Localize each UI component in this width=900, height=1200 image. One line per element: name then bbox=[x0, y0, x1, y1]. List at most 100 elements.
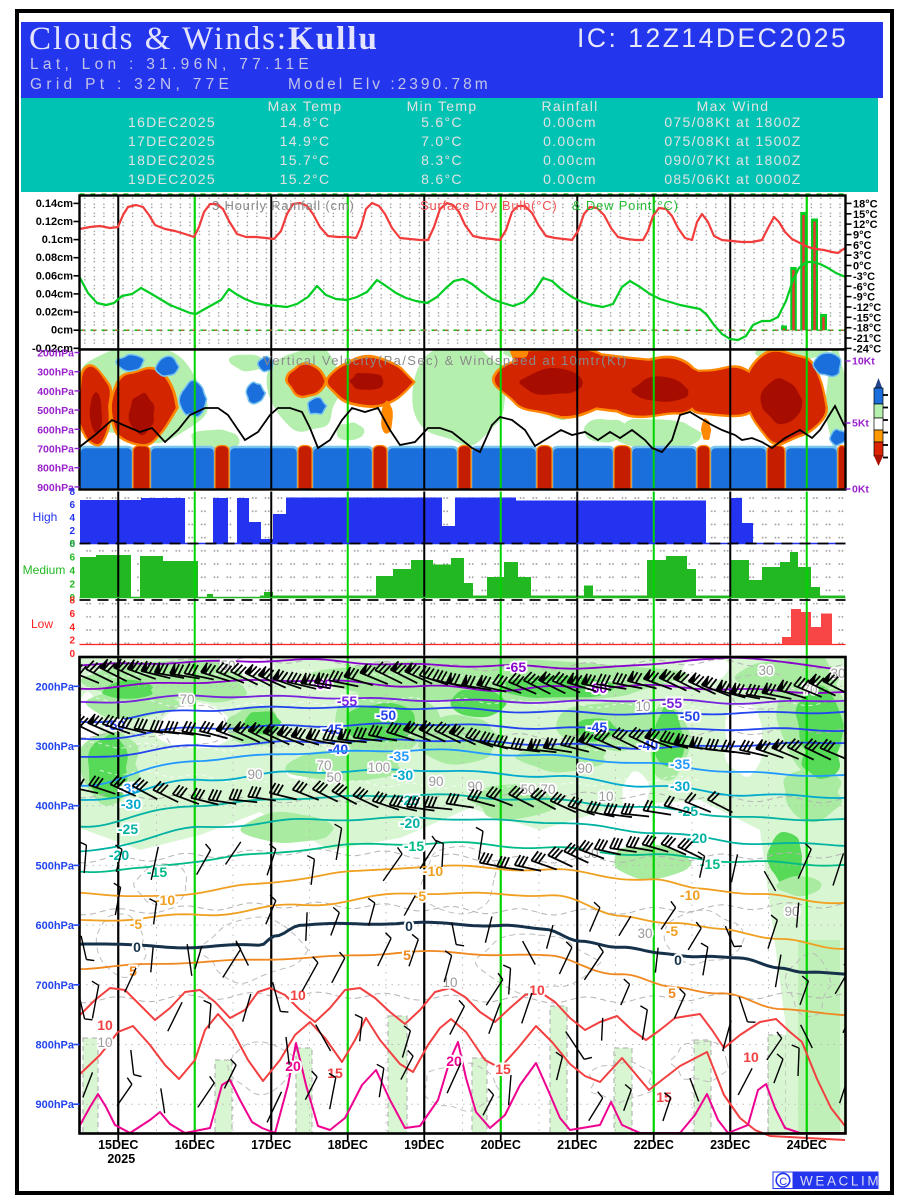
svg-text:90: 90 bbox=[467, 779, 482, 794]
svg-text:0: 0 bbox=[405, 918, 413, 934]
svg-text:0cm: 0cm bbox=[51, 325, 73, 337]
svg-text:0.00cm: 0.00cm bbox=[543, 133, 597, 149]
svg-text:10: 10 bbox=[635, 699, 650, 714]
svg-text:Max Temp: Max Temp bbox=[268, 98, 343, 114]
svg-text:085/06Kt at 0000Z: 085/06Kt at 0000Z bbox=[664, 171, 801, 187]
svg-text:700hPa: 700hPa bbox=[35, 980, 74, 992]
svg-text:-5: -5 bbox=[666, 923, 679, 939]
svg-text:-5: -5 bbox=[130, 916, 143, 932]
svg-text:Grid Pt : 32N, 77E: Grid Pt : 32N, 77E bbox=[30, 76, 233, 93]
svg-text:15.7°C: 15.7°C bbox=[280, 152, 331, 168]
svg-text:20: 20 bbox=[285, 1058, 301, 1074]
svg-text:600hPa: 600hPa bbox=[35, 920, 74, 932]
svg-text:Min Temp: Min Temp bbox=[407, 98, 478, 114]
svg-text:-20: -20 bbox=[400, 815, 420, 831]
svg-text:900hPa: 900hPa bbox=[35, 1099, 74, 1111]
svg-text:0: 0 bbox=[69, 649, 75, 660]
svg-text:Max Wind: Max Wind bbox=[697, 98, 770, 114]
svg-text:16DEC2025: 16DEC2025 bbox=[128, 114, 216, 130]
svg-text:200hPa: 200hPa bbox=[35, 681, 74, 693]
svg-text:500hPa: 500hPa bbox=[37, 405, 74, 417]
svg-text:8.3°C: 8.3°C bbox=[421, 152, 463, 168]
svg-text:0.00cm: 0.00cm bbox=[543, 152, 597, 168]
svg-text:4: 4 bbox=[69, 622, 75, 633]
svg-text:0: 0 bbox=[674, 952, 682, 968]
svg-text:-18°C: -18°C bbox=[853, 323, 881, 335]
svg-text:10Kt: 10Kt bbox=[852, 356, 875, 368]
svg-text:10: 10 bbox=[442, 975, 457, 990]
svg-text:400hPa: 400hPa bbox=[37, 386, 74, 398]
svg-text:-55: -55 bbox=[662, 695, 682, 711]
svg-text:5: 5 bbox=[403, 947, 411, 963]
svg-text:3 Hourly Rainfall (cm): 3 Hourly Rainfall (cm) bbox=[212, 198, 355, 213]
svg-text:6°C: 6°C bbox=[853, 240, 872, 252]
svg-text:300hPa: 300hPa bbox=[37, 367, 74, 379]
svg-text:100: 100 bbox=[368, 760, 391, 775]
svg-text:-15: -15 bbox=[404, 838, 424, 854]
svg-text:WEACLIM: WEACLIM bbox=[800, 1174, 881, 1189]
svg-text:14.8°C: 14.8°C bbox=[280, 114, 331, 130]
svg-text:18DEC: 18DEC bbox=[328, 1138, 368, 1152]
svg-text:8: 8 bbox=[69, 487, 75, 498]
svg-text:0.08cm: 0.08cm bbox=[36, 252, 74, 264]
svg-text:20DEC: 20DEC bbox=[481, 1138, 521, 1152]
svg-text:8: 8 bbox=[69, 596, 75, 607]
svg-text:0: 0 bbox=[133, 939, 141, 955]
svg-text:23DEC: 23DEC bbox=[710, 1138, 750, 1152]
svg-text:-15°C: -15°C bbox=[853, 312, 881, 324]
svg-text:2: 2 bbox=[69, 636, 75, 647]
svg-text:4: 4 bbox=[69, 513, 75, 524]
svg-text:21DEC: 21DEC bbox=[557, 1138, 597, 1152]
svg-text:Vertical Velocity(Pa/Sec) & Wi: Vertical Velocity(Pa/Sec) & Windspeed at… bbox=[263, 353, 628, 368]
svg-text:500hPa: 500hPa bbox=[35, 860, 74, 872]
svg-text:2: 2 bbox=[69, 526, 75, 537]
svg-text:High: High bbox=[33, 510, 58, 524]
svg-text:-25: -25 bbox=[678, 803, 698, 819]
svg-text:5.6°C: 5.6°C bbox=[421, 114, 463, 130]
svg-text:24DEC: 24DEC bbox=[787, 1138, 827, 1152]
svg-text:Clouds & Winds:Kullu: Clouds & Winds:Kullu bbox=[29, 21, 379, 57]
svg-text:075/08Kt at 1800Z: 075/08Kt at 1800Z bbox=[664, 114, 801, 130]
svg-text:Surface Dry Bulb(°C): Surface Dry Bulb(°C) bbox=[420, 198, 558, 213]
svg-text:5: 5 bbox=[129, 963, 137, 979]
svg-text:90: 90 bbox=[428, 774, 443, 789]
svg-text:9°C: 9°C bbox=[853, 229, 872, 241]
svg-text:Low: Low bbox=[31, 617, 53, 631]
svg-text:-50: -50 bbox=[680, 708, 700, 724]
svg-text:-65: -65 bbox=[506, 659, 526, 675]
svg-text:-20: -20 bbox=[109, 847, 129, 863]
svg-text:-30: -30 bbox=[393, 767, 413, 783]
svg-text:& Dew Point(°C): & Dew Point(°C) bbox=[572, 198, 679, 213]
svg-text:6: 6 bbox=[69, 553, 75, 564]
svg-text:-9°C: -9°C bbox=[853, 292, 875, 304]
svg-text:-25: -25 bbox=[118, 821, 138, 837]
svg-text:800hPa: 800hPa bbox=[35, 1040, 74, 1052]
svg-text:0: 0 bbox=[69, 593, 75, 604]
svg-text:-6°C: -6°C bbox=[853, 281, 875, 293]
svg-text:090/07Kt at 1800Z: 090/07Kt at 1800Z bbox=[664, 152, 801, 168]
svg-text:0.12cm: 0.12cm bbox=[36, 216, 74, 228]
svg-text:12°C: 12°C bbox=[853, 219, 878, 231]
svg-text:0.06cm: 0.06cm bbox=[36, 270, 74, 282]
svg-text:Lat, Lon : 31.96N, 77.11E: Lat, Lon : 31.96N, 77.11E bbox=[30, 56, 313, 73]
svg-text:15: 15 bbox=[327, 1065, 343, 1081]
svg-text:18°C: 18°C bbox=[853, 198, 878, 210]
svg-text:-30: -30 bbox=[670, 778, 690, 794]
svg-text:0: 0 bbox=[69, 539, 75, 550]
svg-text:5Kt: 5Kt bbox=[852, 418, 869, 430]
svg-text:3°C: 3°C bbox=[853, 250, 872, 262]
svg-text:30: 30 bbox=[830, 666, 845, 681]
svg-text:7.0°C: 7.0°C bbox=[421, 133, 463, 149]
svg-text:2025: 2025 bbox=[107, 1152, 135, 1166]
svg-text:0.00cm: 0.00cm bbox=[543, 171, 597, 187]
svg-text:700hPa: 700hPa bbox=[37, 444, 74, 456]
svg-text:-45: -45 bbox=[587, 719, 607, 735]
svg-text:50: 50 bbox=[326, 770, 341, 785]
svg-text:6: 6 bbox=[69, 500, 75, 511]
svg-text:4: 4 bbox=[69, 566, 75, 577]
svg-text:-15: -15 bbox=[147, 864, 167, 880]
svg-text:17DEC2025: 17DEC2025 bbox=[128, 133, 216, 149]
svg-text:Rainfall: Rainfall bbox=[541, 98, 598, 114]
svg-text:17DEC: 17DEC bbox=[251, 1138, 291, 1152]
svg-text:600hPa: 600hPa bbox=[37, 424, 74, 436]
